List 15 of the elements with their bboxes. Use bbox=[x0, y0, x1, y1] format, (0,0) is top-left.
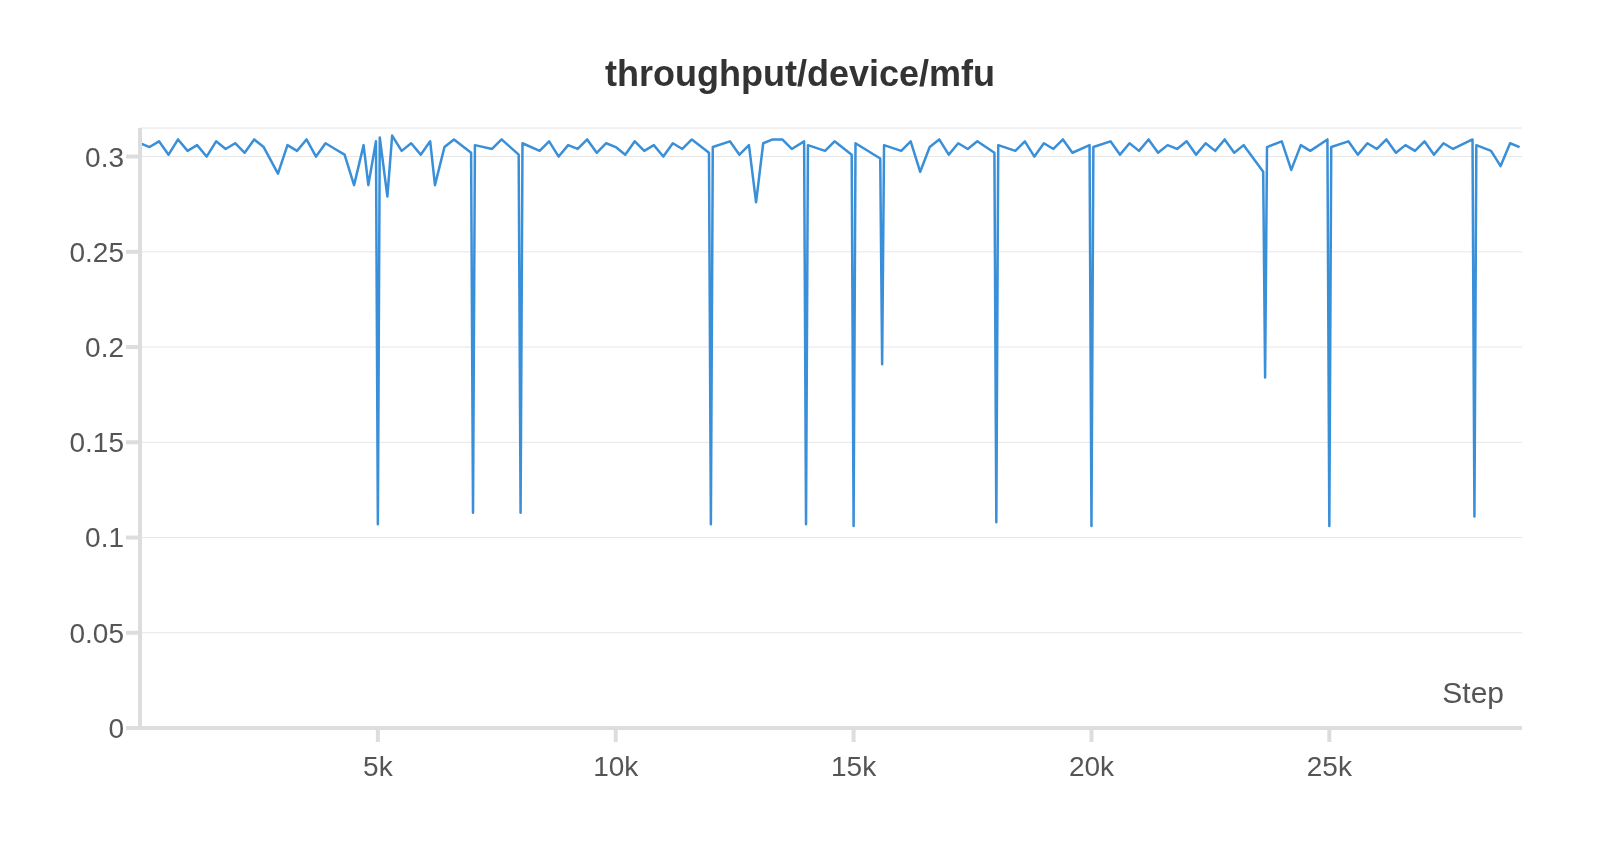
chart-title: throughput/device/mfu bbox=[604, 53, 996, 95]
line-series bbox=[140, 134, 1521, 528]
x-axis-title: Step bbox=[1442, 676, 1504, 710]
y-tick-label: 0 bbox=[108, 712, 124, 744]
x-tick-label: 20k bbox=[1068, 750, 1116, 782]
y-tick-label: 0.1 bbox=[85, 522, 124, 554]
x-tick-label: 25k bbox=[1306, 750, 1353, 782]
x-tick-label: 10k bbox=[593, 750, 640, 782]
x-tick-label: 5k bbox=[363, 750, 394, 782]
y-tick-label: 0.25 bbox=[69, 236, 124, 268]
y-tick-label: 0.15 bbox=[69, 427, 124, 459]
y-tick-label: 0.05 bbox=[69, 617, 124, 649]
y-tick-label: 0.3 bbox=[85, 141, 124, 173]
x-tick-label: 15k bbox=[831, 750, 878, 782]
y-tick-label: 0.2 bbox=[85, 331, 124, 363]
